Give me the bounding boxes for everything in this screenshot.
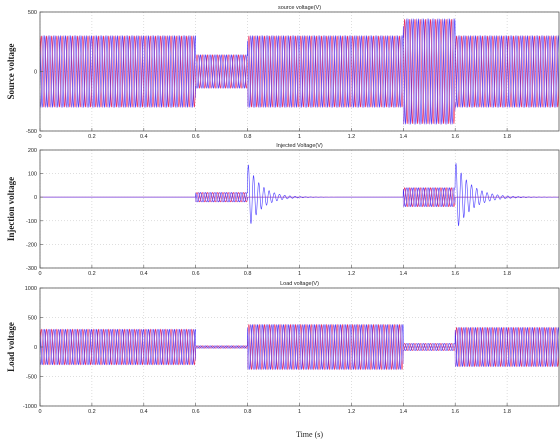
y-tick-label: 200 — [28, 148, 37, 154]
x-tick-label: 1.2 — [348, 134, 356, 140]
x-tick-label: 1.6 — [451, 134, 459, 140]
x-tick-label: 0.2 — [88, 134, 96, 140]
x-tick-label: 0.6 — [192, 409, 200, 415]
plot-title: Injected Voltage(V) — [276, 143, 323, 149]
y-tick-label: 0 — [34, 195, 37, 201]
y-tick-label: -500 — [26, 375, 37, 381]
y-tick-label: 0 — [34, 345, 37, 351]
subplot-1: 0 0.2 0.4 0.6 0.8 1 1.2 1.4 1.6 1.8-5000500source… — [6, 5, 560, 140]
y-tick-label: 1000 — [25, 286, 37, 292]
x-tick-label: 0.4 — [140, 134, 148, 140]
y-axis-label: Source voltage — [6, 43, 16, 99]
y-axis-label: Load voltage — [6, 322, 16, 372]
y-tick-label: 0 — [34, 70, 37, 76]
x-axis-label: Time (s) — [296, 430, 323, 439]
series-line-phase-2 — [40, 324, 559, 370]
x-tick-label: 0 — [38, 409, 41, 415]
y-axis-label: Injection voltage — [6, 177, 16, 241]
x-tick-label: 1.8 — [503, 271, 511, 277]
y-tick-label: 500 — [28, 316, 37, 322]
x-tick-label: 1.6 — [451, 271, 459, 277]
y-tick-label: -500 — [26, 129, 37, 135]
y-tick-label: -100 — [26, 219, 37, 225]
x-tick-label: 0.6 — [192, 271, 200, 277]
x-tick-label: 1 — [298, 409, 301, 415]
x-tick-label: 0 — [38, 271, 41, 277]
y-tick-label: -1000 — [23, 404, 37, 410]
plot-area — [40, 150, 559, 268]
x-tick-label: 1.6 — [451, 409, 459, 415]
x-tick-label: 1.2 — [348, 271, 356, 277]
x-tick-label: 0.8 — [244, 134, 252, 140]
x-tick-label: 0.2 — [88, 271, 96, 277]
x-tick-label: 0.4 — [140, 409, 148, 415]
subplot-2: 0 0.2 0.4 0.6 0.8 1 1.2 1.4 1.6 1.8 -300 -200 -100 0 1… — [6, 143, 560, 277]
series-line-phase-3 — [40, 18, 559, 125]
y-tick-label: -300 — [26, 266, 37, 272]
x-tick-label: 0.8 — [244, 409, 252, 415]
x-tick-label: 1.4 — [399, 271, 407, 277]
series-line-phase-1 — [40, 323, 559, 371]
x-tick-label: 1.8 — [503, 409, 511, 415]
x-tick-label: 0.6 — [192, 134, 200, 140]
series-line-phase-3 — [40, 187, 559, 207]
waveforms — [40, 18, 559, 125]
y-tick-label: -200 — [26, 242, 37, 248]
series-line-phase-2 — [40, 18, 559, 125]
plot-title: source voltage(V) — [278, 5, 321, 11]
x-tick-label: 0.8 — [244, 271, 252, 277]
plot-title: Load voltage(V) — [280, 281, 319, 287]
series-line-phase-3 — [40, 324, 559, 370]
y-tick-label: 100 — [28, 172, 37, 178]
x-tick-label: 1.4 — [399, 134, 407, 140]
x-tick-label: 1.2 — [348, 409, 356, 415]
waveforms — [40, 162, 559, 227]
x-tick-label: 0.4 — [140, 271, 148, 277]
x-tick-label: 1.8 — [503, 134, 511, 140]
y-tick-label: 500 — [28, 10, 37, 16]
x-tick-label: 1 — [298, 134, 301, 140]
x-tick-label: 0 — [38, 134, 41, 140]
x-tick-label: 1.4 — [399, 409, 407, 415]
waveforms — [40, 323, 559, 371]
x-tick-label: 1 — [298, 271, 301, 277]
subplot-3: 0 0.2 0.4 0.6 0.8 1 1.2 1.4 1.6 1.8 -1000 -500 0 500 1… — [6, 281, 560, 439]
x-tick-label: 0.2 — [88, 409, 96, 415]
series-line-phase-1 — [40, 19, 559, 124]
